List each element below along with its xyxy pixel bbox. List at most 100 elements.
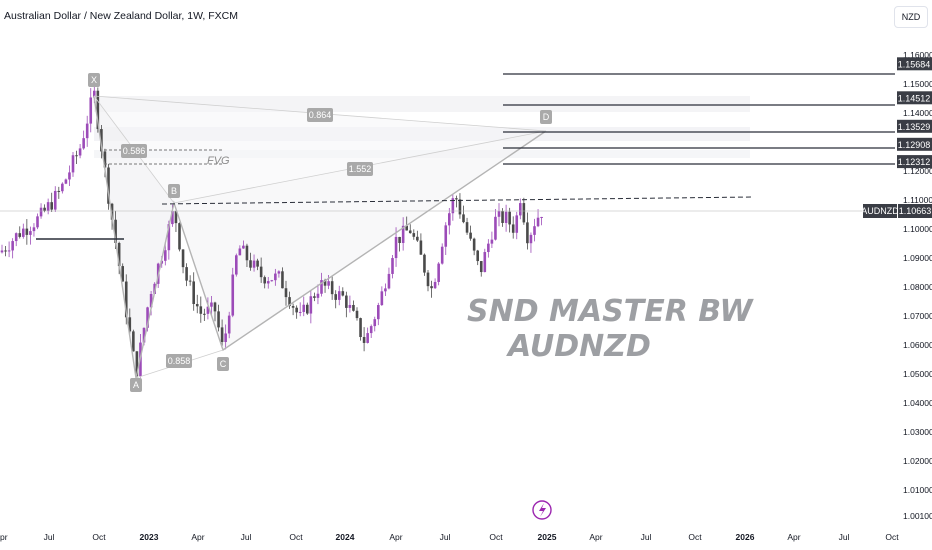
candle-body: [78, 148, 82, 156]
candle-body: [245, 245, 249, 261]
candle-body: [408, 230, 412, 234]
xd-triangle: [94, 96, 546, 203]
candle-body: [458, 199, 462, 215]
candle-body: [124, 281, 128, 318]
candle-body: [4, 250, 7, 252]
ratio-labels: 0.586 0.858 1.552 0.864: [121, 108, 373, 368]
candle-body: [75, 155, 78, 157]
candle-body: [366, 333, 369, 343]
candle-body: [7, 250, 11, 252]
candle-body: [348, 304, 352, 308]
candle-body: [103, 151, 107, 168]
level-label: 1.12312: [898, 157, 931, 167]
candle-body: [14, 233, 18, 242]
candle-body: [416, 236, 419, 241]
candle-body: [508, 211, 511, 225]
candle-body: [96, 90, 100, 130]
candle-body: [352, 304, 355, 311]
candle-body: [263, 277, 266, 284]
symbol-badge-bg: [863, 204, 897, 218]
point-c-label: C: [220, 359, 227, 369]
candle-body: [25, 228, 29, 235]
price-tick: 1.03000: [903, 427, 932, 437]
candle-body: [164, 250, 167, 261]
time-tick: Jul: [839, 532, 850, 542]
price-tick: 1.12000: [903, 166, 932, 176]
point-d-bg: [540, 110, 552, 124]
candle-body: [345, 295, 348, 308]
candle-body: [128, 317, 132, 332]
candle-body: [199, 306, 203, 314]
candle-body: [256, 260, 259, 267]
time-tick: Apr: [787, 532, 800, 542]
candle-body: [18, 233, 22, 237]
price-tick: 1.10000: [903, 224, 932, 234]
bcd-triangle: [174, 131, 546, 350]
candle-body: [309, 296, 313, 314]
candle-body: [369, 326, 373, 334]
candle-body: [107, 167, 110, 204]
candle-body: [362, 337, 366, 343]
watermark-line1: SND MASTER BW: [467, 294, 754, 329]
price-tick: 1.06000: [903, 340, 932, 350]
level-label-bg: [897, 91, 932, 105]
time-tick: Jul: [641, 532, 652, 542]
point-b-label: B: [171, 186, 177, 196]
harmonic-fill: [94, 96, 546, 378]
candle-body: [469, 232, 472, 239]
candle-body: [497, 211, 501, 217]
price-tick: 1.01000: [903, 485, 932, 495]
point-x-bg: [88, 73, 100, 87]
candle-body: [171, 211, 174, 225]
time-tick: Jul: [241, 532, 252, 542]
price-tick: 1.04000: [903, 398, 932, 408]
candle-body: [242, 245, 245, 249]
candle-body: [43, 207, 46, 211]
currency-button[interactable]: NZD: [894, 6, 928, 28]
price-tick: 1.00100: [903, 511, 932, 521]
ratio-xb-bg: [121, 144, 147, 158]
time-tick: Jul: [440, 532, 451, 542]
candle-body: [426, 272, 430, 287]
point-a-bg: [130, 378, 142, 392]
candle-body: [412, 233, 416, 237]
candle-body: [330, 281, 334, 295]
candle-body: [291, 306, 295, 308]
candle-body: [71, 155, 75, 173]
zone-top: [94, 96, 750, 112]
level-lines: [503, 73, 895, 165]
ratio-xd-bg: [307, 108, 333, 122]
candle-body: [181, 249, 185, 268]
time-tick: 2024: [336, 532, 355, 542]
candle-body: [391, 258, 394, 274]
level-label: 1.12908: [898, 140, 931, 150]
candle-body: [284, 288, 288, 298]
candle-body: [210, 302, 213, 307]
candle-body: [114, 219, 117, 243]
time-tick: Oct: [92, 532, 106, 542]
level-price-labels: 1.15684 1.14512 1.13529 1.12908 1.12312: [897, 57, 932, 169]
xab-triangle: [94, 96, 174, 378]
candle-body: [448, 213, 451, 226]
candle-body: [316, 293, 320, 298]
price-tick: 1.02000: [903, 456, 932, 466]
candle-body: [337, 291, 341, 300]
candle-body: [536, 217, 540, 227]
level-label-bg: [897, 57, 932, 71]
candle-body: [188, 280, 192, 282]
level-label-bg: [897, 119, 932, 133]
candle-body: [117, 242, 121, 267]
time-axis[interactable]: Apr Jul Oct 2023 Apr Jul Oct 2024 Apr Jul Oct 2025 A…: [0, 532, 899, 542]
candle-body: [355, 310, 359, 319]
candle-body: [380, 291, 384, 306]
candle-body: [142, 327, 146, 343]
candle-body: [249, 260, 252, 268]
candle-body: [398, 236, 401, 243]
price-tick: 1.11000: [903, 195, 932, 205]
candle-body: [465, 222, 469, 233]
candle-body: [93, 90, 96, 98]
candle-body: [494, 216, 497, 240]
candle-body: [479, 261, 483, 273]
candle-body: [174, 211, 178, 224]
